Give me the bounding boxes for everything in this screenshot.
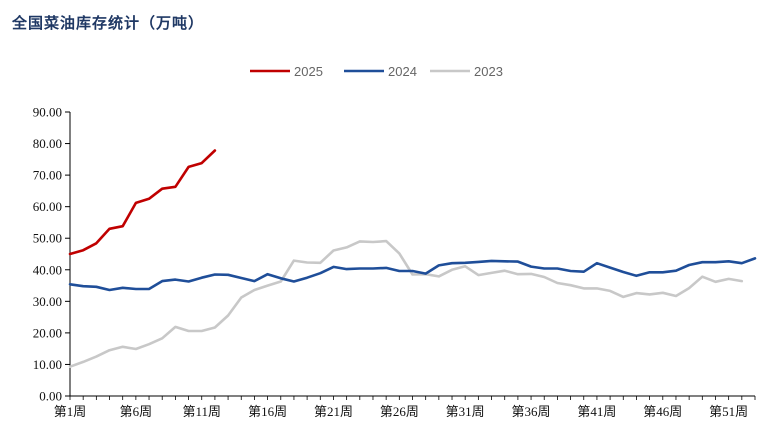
x-tick-label: 第6周 — [120, 404, 153, 419]
series-line-2024 — [68, 257, 757, 292]
series-line-2023 — [68, 239, 744, 369]
x-tick-label: 第36周 — [512, 404, 551, 419]
series-layer — [68, 149, 757, 369]
y-tick-label: 10.00 — [33, 357, 62, 372]
legend-label-2025: 2025 — [294, 64, 323, 79]
legend-label-2023: 2023 — [474, 64, 503, 79]
x-tick-label: 第31周 — [446, 404, 485, 419]
y-tick-label: 60.00 — [33, 199, 62, 214]
x-tick-label: 第21周 — [314, 404, 353, 419]
y-tick-label: 80.00 — [33, 136, 62, 151]
x-tick-label: 第11周 — [182, 404, 221, 419]
y-tick-label: 0.00 — [39, 389, 62, 404]
legend-label-2024: 2024 — [388, 64, 417, 79]
y-tick-label: 40.00 — [33, 262, 62, 277]
x-axis: 第1周 第6周 第11周 第16周 第21周 第26周 第31周 第36周 第41周 第46周 第5… — [54, 395, 756, 419]
y-tick-label: 70.00 — [33, 168, 62, 183]
x-tick-label: 第26周 — [380, 404, 419, 419]
y-tick-label: 90.00 — [33, 105, 62, 120]
x-tick-label: 第41周 — [577, 404, 616, 419]
x-tick-label: 第16周 — [248, 404, 287, 419]
y-tick-label: 30.00 — [33, 294, 62, 309]
x-tick-label: 第51周 — [709, 404, 748, 419]
y-axis: 0.00 10.00 20.00 30.00 40.00 50.00 60.00 70.00 8… — [33, 105, 71, 404]
x-tick-label: 第46周 — [643, 404, 682, 419]
x-tick-label: 第1周 — [54, 404, 87, 419]
y-tick-label: 50.00 — [33, 231, 62, 246]
series-line-2025 — [68, 149, 217, 256]
legend: 2025 2024 2023 — [250, 64, 503, 79]
chart-title: 全国菜油库存统计（万吨） — [12, 16, 205, 32]
y-tick-label: 20.00 — [33, 325, 62, 340]
